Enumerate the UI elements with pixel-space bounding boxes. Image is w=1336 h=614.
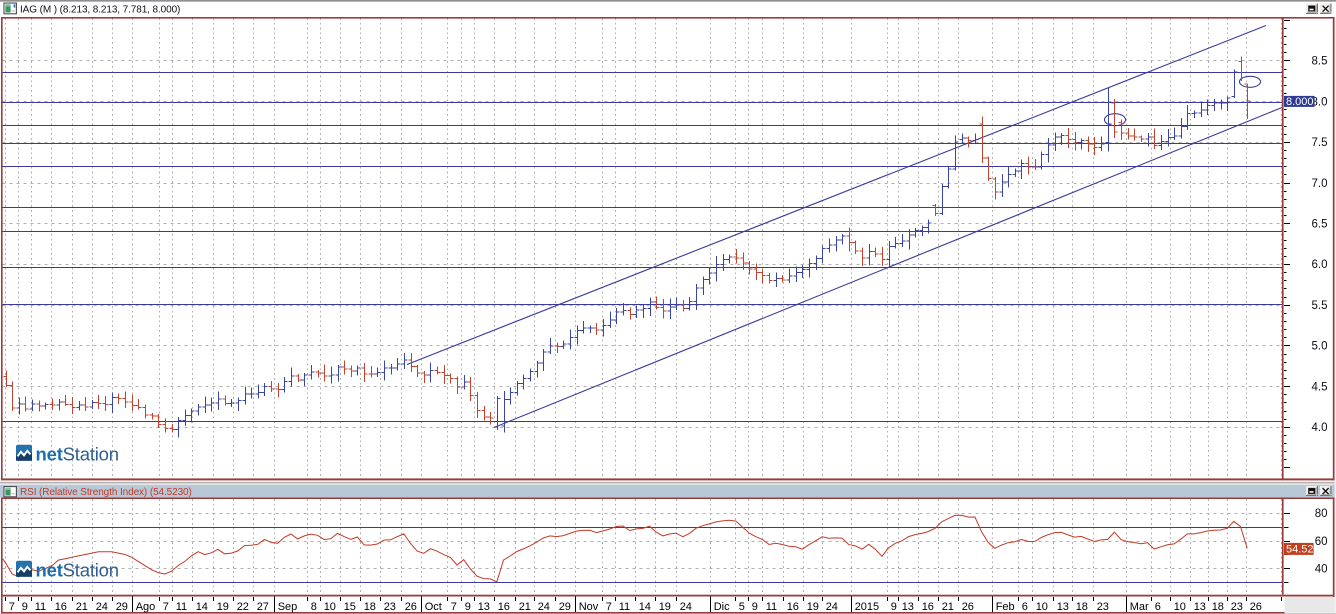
svg-text:13: 13 <box>902 601 914 613</box>
svg-text:8: 8 <box>311 601 317 613</box>
svg-text:80: 80 <box>1315 508 1328 520</box>
svg-text:Dic: Dic <box>714 601 730 613</box>
svg-text:6: 6 <box>1022 601 1028 613</box>
svg-text:10: 10 <box>324 601 336 613</box>
svg-text:Nov: Nov <box>579 601 599 613</box>
svg-text:11: 11 <box>35 601 46 613</box>
svg-text:29: 29 <box>559 601 571 613</box>
svg-text:Oct: Oct <box>425 601 442 613</box>
svg-text:7.0: 7.0 <box>1312 178 1328 190</box>
svg-text:40: 40 <box>1315 564 1328 576</box>
svg-text:16: 16 <box>498 601 510 613</box>
svg-text:9: 9 <box>891 601 897 613</box>
svg-text:7.5: 7.5 <box>1312 137 1328 149</box>
svg-text:6.5: 6.5 <box>1312 219 1328 231</box>
svg-text:16: 16 <box>55 601 67 613</box>
svg-text:18: 18 <box>364 601 376 613</box>
svg-text:23: 23 <box>384 601 396 613</box>
svg-text:21: 21 <box>76 601 88 613</box>
svg-text:2015: 2015 <box>855 601 879 613</box>
svg-text:6.0: 6.0 <box>1312 259 1328 271</box>
svg-text:29: 29 <box>116 601 128 613</box>
svg-text:21: 21 <box>519 601 531 613</box>
svg-text:24: 24 <box>538 601 550 613</box>
svg-text:9: 9 <box>465 601 471 613</box>
svg-text:19: 19 <box>659 601 671 613</box>
svg-text:6: 6 <box>1155 601 1161 613</box>
svg-text:5: 5 <box>739 601 745 613</box>
svg-text:15: 15 <box>344 601 356 613</box>
svg-text:9: 9 <box>22 601 28 613</box>
svg-text:23: 23 <box>1231 601 1243 613</box>
svg-text:4.0: 4.0 <box>1312 422 1328 434</box>
svg-text:8.000: 8.000 <box>1286 96 1314 108</box>
svg-text:21: 21 <box>942 601 954 613</box>
svg-text:10: 10 <box>1036 601 1048 613</box>
svg-text:RSI (Relative Strength Index): RSI (Relative Strength Index) (54.5230) <box>20 487 192 498</box>
svg-text:9: 9 <box>752 601 758 613</box>
svg-text:13: 13 <box>1194 601 1206 613</box>
svg-text:7: 7 <box>606 601 612 613</box>
svg-text:netStation: netStation <box>36 559 119 580</box>
svg-text:8.0: 8.0 <box>1312 96 1328 108</box>
svg-text:24: 24 <box>680 601 692 613</box>
svg-text:netStation: netStation <box>36 443 119 464</box>
svg-text:19: 19 <box>807 601 819 613</box>
svg-text:Mar: Mar <box>1130 601 1149 613</box>
svg-text:26: 26 <box>405 601 417 613</box>
svg-text:8.5: 8.5 <box>1312 56 1328 68</box>
svg-text:13: 13 <box>1057 601 1069 613</box>
svg-text:18: 18 <box>1076 601 1088 613</box>
svg-text:24: 24 <box>826 601 838 613</box>
svg-text:11: 11 <box>766 601 777 613</box>
svg-text:7: 7 <box>163 601 169 613</box>
svg-text:14: 14 <box>196 601 208 613</box>
svg-text:11: 11 <box>176 601 187 613</box>
svg-text:19: 19 <box>217 601 229 613</box>
svg-text:4.5: 4.5 <box>1312 381 1328 393</box>
svg-text:Feb: Feb <box>996 601 1015 613</box>
svg-text:7: 7 <box>9 601 15 613</box>
svg-text:Sep: Sep <box>278 601 298 613</box>
svg-text:5.0: 5.0 <box>1312 341 1328 353</box>
svg-text:10: 10 <box>1174 601 1186 613</box>
svg-text:16: 16 <box>922 601 934 613</box>
svg-text:7: 7 <box>451 601 457 613</box>
svg-text:Ago: Ago <box>136 601 156 613</box>
svg-text:5.5: 5.5 <box>1312 300 1328 312</box>
svg-text:26: 26 <box>962 601 974 613</box>
svg-text:11: 11 <box>619 601 630 613</box>
svg-text:23: 23 <box>1097 601 1109 613</box>
svg-text:13: 13 <box>478 601 490 613</box>
svg-text:16: 16 <box>787 601 799 613</box>
svg-text:54.52: 54.52 <box>1286 544 1314 556</box>
svg-text:24: 24 <box>96 601 108 613</box>
svg-text:27: 27 <box>257 601 269 613</box>
svg-text:IAG (M ) (8.213, 8.213, 7.781,: IAG (M ) (8.213, 8.213, 7.781, 8.000) <box>20 5 180 16</box>
svg-text:22: 22 <box>237 601 249 613</box>
svg-text:14: 14 <box>639 601 651 613</box>
svg-text:60: 60 <box>1315 536 1328 548</box>
svg-text:18: 18 <box>1212 601 1224 613</box>
svg-text:26: 26 <box>1250 601 1262 613</box>
